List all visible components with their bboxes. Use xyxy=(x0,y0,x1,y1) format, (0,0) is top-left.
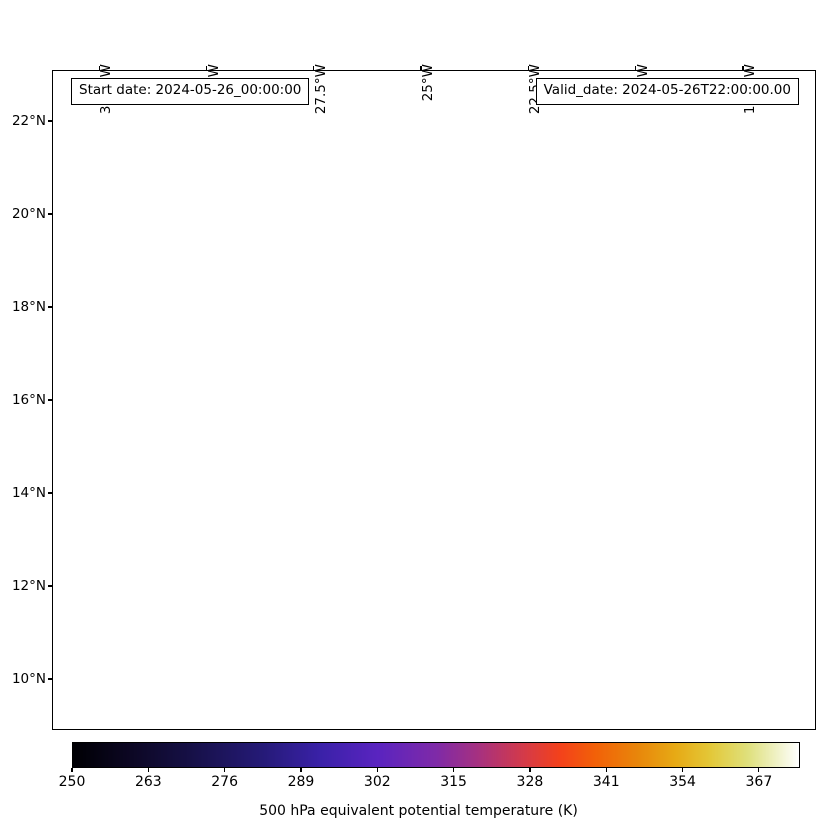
colorbar-tickmark xyxy=(376,768,378,772)
latitude-tickmark xyxy=(48,678,52,680)
longitude-tickmark xyxy=(527,66,530,70)
colorbar-tickmark xyxy=(529,768,531,772)
colorbar-tickmark xyxy=(681,768,684,772)
colorbar-tickmark xyxy=(224,768,226,772)
valid-date-banner: Valid_date: 2024-05-26T22:00:00.00 xyxy=(535,78,799,105)
map-axes[interactable]: Start date: 2024-05-26_00:00:00 Valid_da… xyxy=(52,70,816,730)
colorbar-tickmark xyxy=(71,768,73,772)
colorbar-tickmark xyxy=(300,768,302,772)
latitude-tick-label: 14°N xyxy=(11,484,46,501)
colorbar-tick-label: 367 xyxy=(745,774,773,790)
colorbar[interactable] xyxy=(72,742,800,768)
longitude-tickmark xyxy=(313,66,315,70)
longitude-tick-label: 25°W xyxy=(420,64,437,102)
colorbar-tick-label: 315 xyxy=(440,774,467,790)
colorbar-tick-label: 250 xyxy=(58,774,86,790)
colorbar-tickmark xyxy=(758,768,760,772)
latitude-tickmark xyxy=(48,120,52,122)
longitude-tickmark xyxy=(742,66,744,70)
longitude-tickmark xyxy=(205,66,208,70)
longitude-tickmark xyxy=(635,66,637,70)
colorbar-tick-label: 302 xyxy=(363,774,391,790)
longitude-tickmark xyxy=(420,66,422,70)
colorbar-axis-label: 500 hPa equivalent potential temperature… xyxy=(259,803,578,819)
colorbar-tick-label: 276 xyxy=(211,774,239,790)
latitude-tick-label: 10°N xyxy=(11,670,46,687)
colorbar-tickmark xyxy=(147,768,149,772)
colorbar-tick-label: 341 xyxy=(592,774,620,790)
colorbar-tick-label: 328 xyxy=(516,774,544,790)
longitude-tick-label: 27.5°W xyxy=(312,64,329,115)
latitude-tickmark xyxy=(48,399,52,401)
latitude-tickmark xyxy=(48,213,52,215)
colorbar-tickmark xyxy=(605,768,607,772)
colorbar-tick-label: 354 xyxy=(669,774,696,790)
longitude-tickmark xyxy=(98,66,100,70)
start-date-banner: Start date: 2024-05-26_00:00:00 xyxy=(71,78,310,105)
latitude-tickmark xyxy=(48,585,52,587)
colorbar-gradient xyxy=(73,743,799,767)
map-field-canvas xyxy=(53,71,815,729)
colorbar-tick-label: 289 xyxy=(287,774,315,790)
latitude-tick-label: 12°N xyxy=(11,577,46,594)
latitude-tick-label: 16°N xyxy=(11,392,46,408)
latitude-tick-label: 18°N xyxy=(11,299,46,316)
colorbar-tick-label: 263 xyxy=(134,774,162,790)
latitude-tick-label: 22°N xyxy=(11,113,46,130)
colorbar-tickmark xyxy=(453,768,455,772)
latitude-tick-label: 20°N xyxy=(11,206,46,223)
latitude-tickmark xyxy=(48,492,52,494)
latitude-tickmark xyxy=(48,306,52,308)
